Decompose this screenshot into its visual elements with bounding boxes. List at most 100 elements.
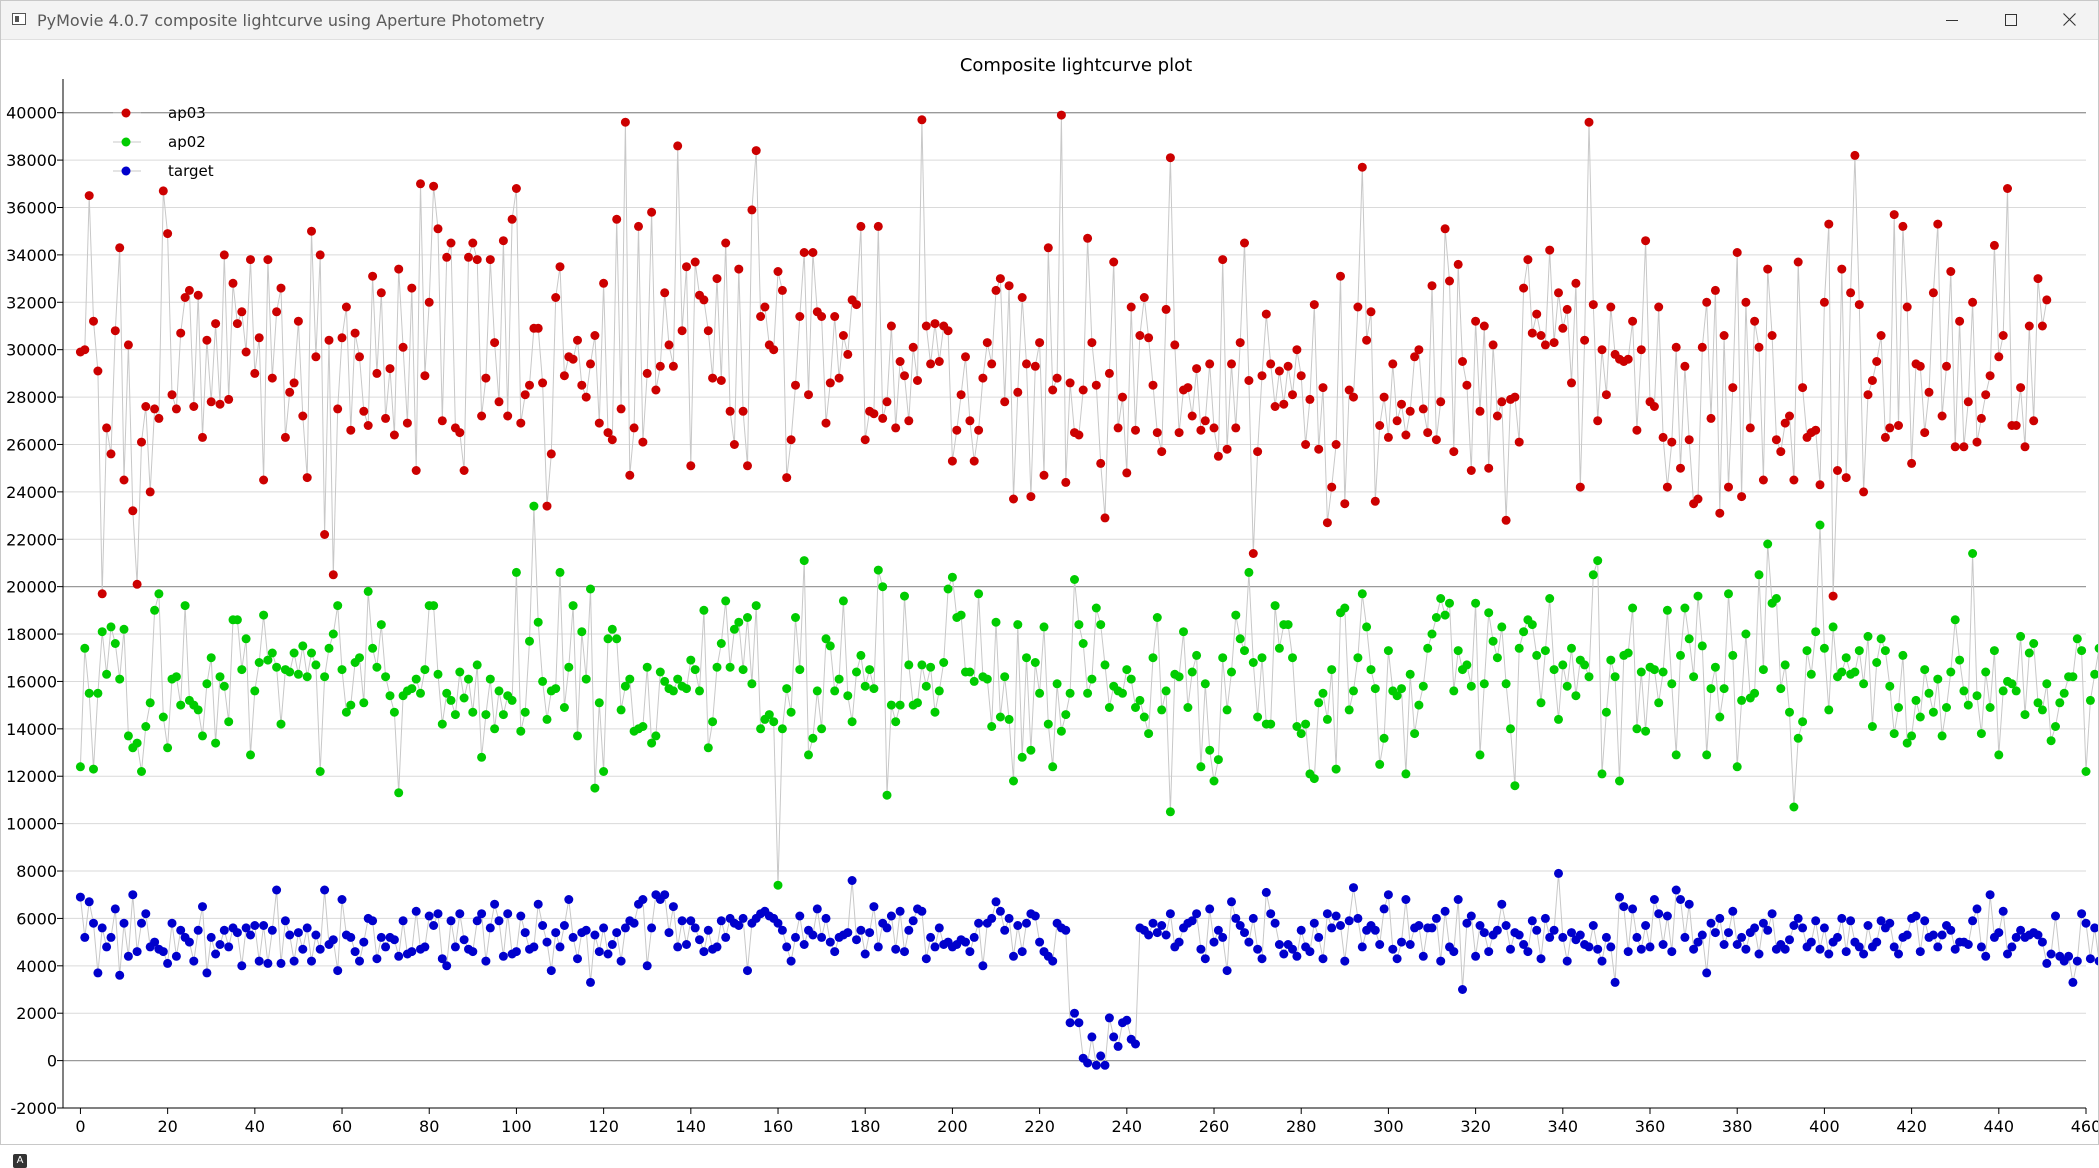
data-point-ap02 bbox=[873, 565, 883, 575]
data-point-ap03 bbox=[232, 319, 242, 329]
data-point-target bbox=[1645, 942, 1655, 952]
data-point-target bbox=[1567, 928, 1576, 938]
data-point-ap02 bbox=[84, 688, 94, 698]
data-point-target bbox=[808, 930, 818, 940]
data-point-target bbox=[2037, 937, 2047, 947]
data-point-ap03 bbox=[1231, 423, 1241, 433]
data-point-ap03 bbox=[1165, 153, 1175, 163]
data-point-ap03 bbox=[424, 297, 434, 307]
data-point-target bbox=[1549, 925, 1559, 935]
data-point-ap03 bbox=[1392, 416, 1402, 426]
data-point-target bbox=[355, 956, 364, 966]
data-point-target bbox=[267, 925, 277, 935]
data-point-ap02 bbox=[1039, 622, 1049, 632]
legend-marker bbox=[121, 137, 131, 147]
data-point-target bbox=[1610, 977, 1620, 987]
data-point-ap02 bbox=[930, 707, 940, 717]
data-point-target bbox=[1854, 942, 1864, 952]
data-point-ap03 bbox=[1789, 475, 1799, 485]
data-point-ap03 bbox=[1274, 366, 1284, 376]
data-point-ap02 bbox=[1976, 729, 1986, 739]
data-point-ap02 bbox=[1876, 634, 1886, 644]
data-point-ap03 bbox=[1440, 224, 1450, 234]
data-point-ap03 bbox=[1676, 463, 1685, 473]
minimize-button[interactable] bbox=[1922, 1, 1980, 39]
data-point-ap02 bbox=[328, 629, 338, 639]
data-point-ap02 bbox=[224, 717, 234, 727]
data-point-ap03 bbox=[1388, 359, 1398, 369]
data-point-target bbox=[1279, 949, 1289, 959]
data-point-target bbox=[1248, 913, 1258, 923]
data-point-ap02 bbox=[865, 665, 875, 675]
data-point-ap02 bbox=[1000, 672, 1010, 682]
data-point-ap02 bbox=[1754, 570, 1764, 580]
plot-widget[interactable]: Composite lightcurve plot -2000 0 2000 4000… bbox=[1, 40, 2098, 1168]
x-tick-label: 100 bbox=[501, 1117, 532, 1136]
data-point-target bbox=[1418, 951, 1428, 961]
data-point-ap02 bbox=[1741, 629, 1751, 639]
data-point-ap02 bbox=[1658, 667, 1668, 677]
lightcurve-chart[interactable]: Composite lightcurve plot -2000020004000… bbox=[1, 40, 2098, 1144]
data-point-ap02 bbox=[1527, 620, 1537, 630]
data-point-ap02 bbox=[699, 605, 709, 615]
data-point-ap03 bbox=[315, 250, 325, 260]
close-button[interactable] bbox=[2040, 1, 2098, 39]
data-point-ap02 bbox=[869, 684, 879, 694]
data-point-ap02 bbox=[1248, 658, 1258, 667]
data-point-target bbox=[1632, 932, 1642, 942]
data-point-ap03 bbox=[1492, 411, 1502, 421]
series-points bbox=[75, 110, 2098, 1070]
data-point-target bbox=[791, 932, 800, 942]
data-point-ap02 bbox=[1615, 776, 1624, 786]
data-point-ap02 bbox=[1410, 729, 1420, 739]
data-point-target bbox=[1597, 956, 1607, 966]
data-point-ap02 bbox=[1763, 539, 1773, 549]
data-point-ap03 bbox=[1641, 236, 1651, 246]
data-point-ap03 bbox=[1405, 406, 1415, 416]
data-point-ap02 bbox=[442, 688, 452, 698]
data-point-ap03 bbox=[2029, 416, 2039, 426]
data-point-ap03 bbox=[1379, 392, 1389, 402]
data-point-ap03 bbox=[1885, 423, 1895, 433]
data-point-ap03 bbox=[468, 238, 478, 248]
data-point-target bbox=[1104, 1013, 1114, 1023]
data-point-target bbox=[664, 928, 674, 938]
data-point-target bbox=[690, 923, 700, 933]
data-point-ap02 bbox=[293, 669, 303, 679]
data-point-ap03 bbox=[677, 326, 687, 336]
data-point-ap03 bbox=[420, 371, 430, 381]
data-point-ap02 bbox=[272, 662, 282, 672]
maximize-button[interactable] bbox=[1981, 1, 2039, 39]
data-point-ap03 bbox=[1580, 335, 1590, 345]
data-point-ap02 bbox=[1684, 634, 1694, 644]
data-point-ap03 bbox=[856, 221, 866, 231]
data-point-ap02 bbox=[516, 726, 526, 736]
auto-scale-button[interactable]: A bbox=[13, 1154, 27, 1168]
y-tick-label: 32000 bbox=[6, 293, 57, 312]
data-point-ap02 bbox=[1710, 662, 1720, 672]
data-point-ap02 bbox=[472, 660, 482, 670]
data-point-target bbox=[1344, 916, 1354, 926]
data-point-target bbox=[1876, 916, 1886, 926]
y-tick-label: 14000 bbox=[6, 720, 57, 739]
data-point-target bbox=[1370, 925, 1380, 935]
y-tick-label: 2000 bbox=[16, 1004, 57, 1023]
data-point-target bbox=[198, 902, 207, 912]
data-point-ap03 bbox=[974, 425, 984, 435]
data-point-ap02 bbox=[1270, 601, 1280, 611]
legend[interactable]: ap03 ap02 target bbox=[113, 104, 214, 180]
data-point-ap02 bbox=[1514, 643, 1524, 653]
data-point-ap02 bbox=[1418, 681, 1428, 691]
data-point-ap03 bbox=[1170, 340, 1180, 350]
data-point-target bbox=[904, 925, 914, 935]
data-point-ap02 bbox=[777, 724, 787, 734]
data-point-ap03 bbox=[716, 376, 726, 385]
data-point-ap02 bbox=[1244, 567, 1254, 577]
data-point-ap03 bbox=[193, 290, 203, 300]
x-tick-label: 420 bbox=[1896, 1117, 1927, 1136]
data-point-ap02 bbox=[102, 669, 112, 679]
data-point-ap02 bbox=[1292, 722, 1302, 731]
data-point-ap03 bbox=[651, 385, 661, 395]
title-bar[interactable]: PyMovie 4.0.7 composite lightcurve using… bbox=[1, 1, 2098, 40]
y-tick-label: 10000 bbox=[6, 815, 57, 834]
